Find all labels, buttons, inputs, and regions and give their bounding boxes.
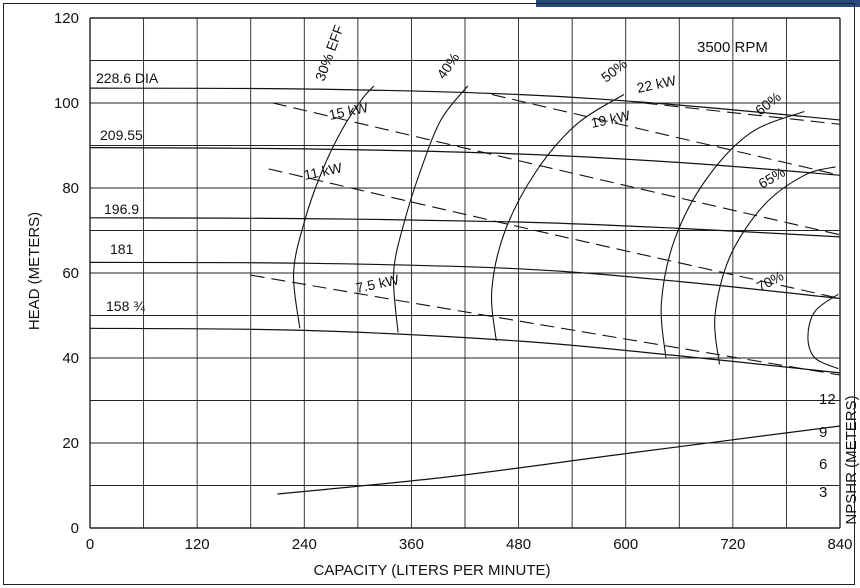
power-curves: [250, 93, 841, 376]
efficiency-curve-label: 40%: [433, 50, 462, 82]
y2-tick-label: 6: [819, 456, 827, 473]
figure-frame: [3, 3, 855, 585]
y-tick-label: 60: [62, 265, 79, 282]
tick-labels: 0 120 240 360 480 600 720 840 0 20 40 60 80 100 120 3 6 9…: [54, 10, 853, 553]
y-tick-label: 80: [62, 180, 79, 197]
power-curve-label: 11 kW: [302, 159, 344, 183]
x-tick-label: 600: [613, 536, 638, 553]
power-curve-line: [250, 274, 841, 376]
y-axis-label: HEAD (METERS): [26, 212, 43, 330]
x-tick-label: 0: [86, 536, 94, 553]
efficiency-curve-line: [392, 85, 469, 333]
efficiency-curves: [293, 85, 839, 370]
npshr-curve-line: [277, 425, 841, 495]
power-curve-line: [268, 168, 841, 300]
x-tick-label: 480: [506, 536, 531, 553]
efficiency-curve-line: [660, 110, 805, 359]
power-curve-line: [491, 93, 841, 176]
speed-label: 3500 RPM: [697, 39, 768, 56]
efficiency-curve-line: [714, 166, 836, 365]
x-axis-label: CAPACITY (LITERS PER MINUTE): [314, 562, 551, 579]
efficiency-curve-label: 65%: [756, 164, 788, 192]
head-curve-label: 209.55: [100, 127, 143, 143]
power-curve-line: [272, 102, 841, 236]
power-curve-line: [643, 102, 841, 125]
power-curve-label: 22 kW: [635, 72, 678, 96]
head-curve-line: [89, 87, 841, 121]
efficiency-curve-line: [807, 293, 839, 370]
head-curve-label: 196.9: [104, 201, 139, 217]
head-curve-line: [89, 261, 841, 300]
y2-axis-label: NPSHR (METERS): [843, 395, 860, 524]
y-tick-label: 20: [62, 435, 79, 452]
head-curve-line: [89, 147, 841, 176]
head-curve-label: 181: [110, 241, 134, 257]
efficiency-curve-line: [490, 94, 625, 342]
x-tick-label: 240: [292, 536, 317, 553]
efficiency-curve-line: [293, 85, 375, 329]
y-tick-label: 120: [54, 10, 79, 27]
head-curve-line: [89, 327, 841, 374]
head-curve-label: 228.6 DIA: [96, 70, 159, 86]
y2-tick-label: 3: [819, 484, 827, 501]
head-curve-line: [89, 217, 841, 238]
y-tick-label: 40: [62, 350, 79, 367]
y2-tick-label: 9: [819, 424, 827, 441]
head-curve-label: 158 ¾: [106, 298, 145, 314]
efficiency-curve-label: 30% EFF: [312, 23, 347, 83]
npshr-curve-group: [277, 425, 841, 495]
x-tick-label: 840: [827, 536, 852, 553]
x-tick-label: 360: [399, 536, 424, 553]
efficiency-curve-label: 50%: [598, 55, 630, 85]
x-tick-label: 120: [185, 536, 210, 553]
head-curves: [89, 87, 841, 374]
y-tick-label: 0: [71, 520, 79, 537]
y-tick-label: 100: [54, 95, 79, 112]
y2-tick-label: 12: [819, 391, 836, 408]
x-tick-label: 720: [720, 536, 745, 553]
